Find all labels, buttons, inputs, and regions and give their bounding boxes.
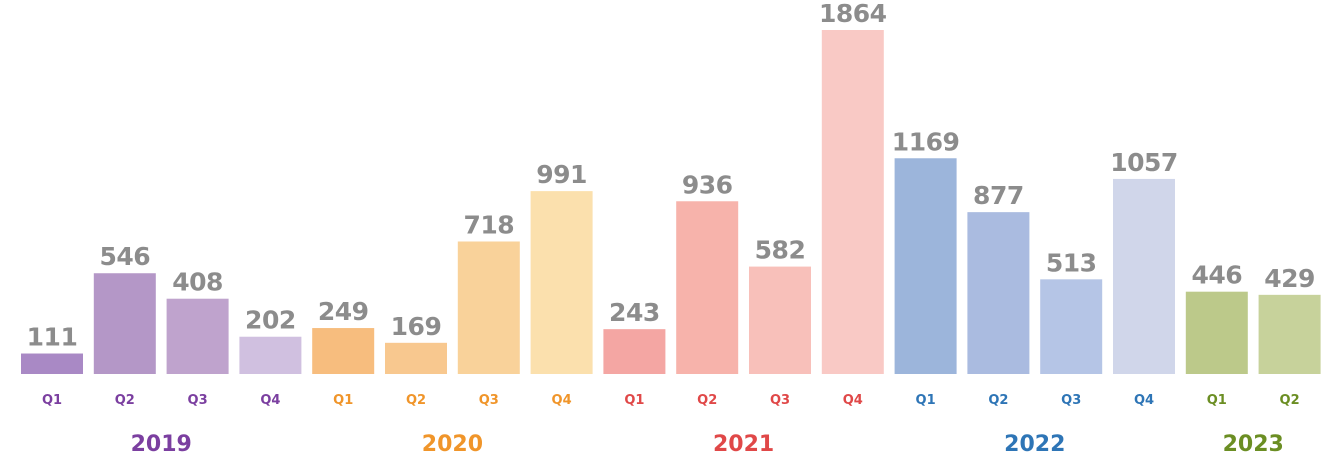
value-label: 513 [1046,248,1097,277]
value-label: 1057 [1110,148,1178,177]
bar [457,241,520,374]
quarter-label: Q2 [988,393,1008,408]
quarter-label: Q2 [406,393,426,408]
bar [821,30,884,374]
year-label: 2020 [422,432,483,457]
value-label: 446 [1191,261,1242,290]
bar [93,273,156,374]
year-label: 2022 [1004,432,1065,457]
quarter-label: Q4 [843,393,863,408]
bar [603,329,666,374]
value-label: 582 [755,236,806,265]
quarter-label: Q1 [333,393,353,408]
bar [530,191,593,374]
value-label: 111 [27,323,78,352]
bar [1185,291,1248,374]
bar [967,212,1030,374]
value-label: 718 [463,210,514,239]
quarter-label: Q3 [479,393,499,408]
quarter-label: Q2 [1280,393,1300,408]
quarter-label: Q4 [260,393,280,408]
value-label: 546 [99,242,150,271]
quarter-label: Q4 [552,393,572,408]
quarter-label: Q1 [624,393,644,408]
quarter-label: Q1 [42,393,62,408]
bar [1258,294,1321,374]
quarter-label: Q2 [115,393,135,408]
value-label: 936 [682,170,733,199]
quarter-label: Q4 [1134,393,1154,408]
value-label: 991 [536,160,587,189]
quarter-label: Q3 [770,393,790,408]
value-label: 249 [318,297,369,326]
bar [894,158,957,374]
bar [312,328,375,374]
quarter-label: Q2 [697,393,717,408]
year-label: 2019 [131,432,192,457]
value-label: 877 [973,181,1024,210]
year-label: 2021 [713,432,774,457]
bar [21,353,83,374]
value-label: 202 [245,306,296,335]
bar [1040,279,1103,374]
bar [1113,178,1175,374]
year-label: 2023 [1223,432,1284,457]
value-label: 243 [609,298,660,327]
bar [676,201,739,374]
value-label: 1864 [819,0,887,28]
value-label: 429 [1264,264,1315,293]
bar [749,266,811,374]
value-label: 1169 [892,127,960,156]
quarter-label: Q1 [1207,393,1227,408]
value-label: 408 [172,268,223,297]
quarter-label: Q1 [916,393,936,408]
bar [166,298,229,374]
quarter-label: Q3 [188,393,208,408]
quarter-label: Q3 [1061,393,1081,408]
value-label: 169 [391,312,442,341]
bar [385,342,447,374]
bar [239,336,302,374]
